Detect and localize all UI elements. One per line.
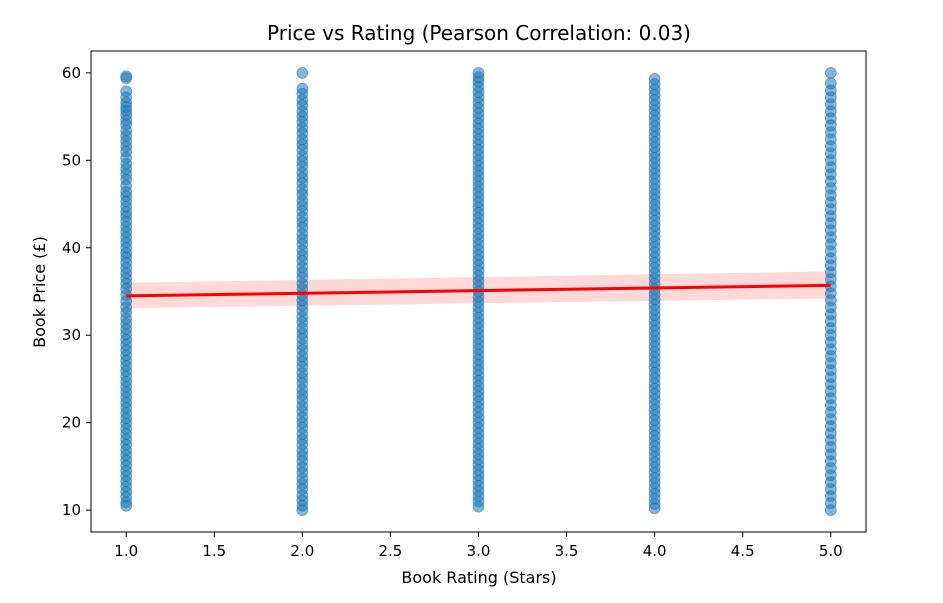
y-tick-label: 50 xyxy=(62,151,81,169)
data-point xyxy=(120,499,133,512)
x-tick-label: 2.0 xyxy=(290,542,314,560)
data-point xyxy=(296,67,309,79)
y-tick-label: 30 xyxy=(62,326,81,344)
data-point xyxy=(824,67,837,79)
chart-title: Price vs Rating (Pearson Correlation: 0.… xyxy=(267,21,691,45)
y-tick-label: 60 xyxy=(62,64,81,82)
regression-layer xyxy=(126,283,831,298)
data-point xyxy=(296,504,309,516)
x-tick-label: 4.5 xyxy=(731,542,755,560)
x-tick-label: 1.0 xyxy=(114,542,138,560)
data-point xyxy=(824,504,837,516)
x-tick-label: 4.0 xyxy=(643,542,667,560)
y-tick-label: 10 xyxy=(62,501,81,519)
x-tick-label: 2.5 xyxy=(379,542,403,560)
y-tick-label: 40 xyxy=(62,239,81,257)
data-point xyxy=(120,72,133,84)
y-axis-ticks: 10 20 30 40 50 60 xyxy=(62,64,91,519)
data-point xyxy=(472,500,485,513)
x-tick-label: 1.5 xyxy=(202,542,226,560)
x-tick-label: 3.0 xyxy=(467,542,491,560)
points-layer xyxy=(120,67,837,516)
x-tick-label: 5.0 xyxy=(819,542,843,560)
x-tick-label: 3.5 xyxy=(555,542,579,560)
y-tick-label: 20 xyxy=(62,414,81,432)
y-axis-label: Book Price (£) xyxy=(30,236,49,348)
regression-line xyxy=(126,283,831,298)
x-axis-label: Book Rating (Stars) xyxy=(401,568,556,587)
x-axis-ticks: 1.0 1.5 2.0 2.5 3.0 3.5 4.0 4.5 5.0 xyxy=(114,532,843,560)
data-point xyxy=(648,502,661,515)
